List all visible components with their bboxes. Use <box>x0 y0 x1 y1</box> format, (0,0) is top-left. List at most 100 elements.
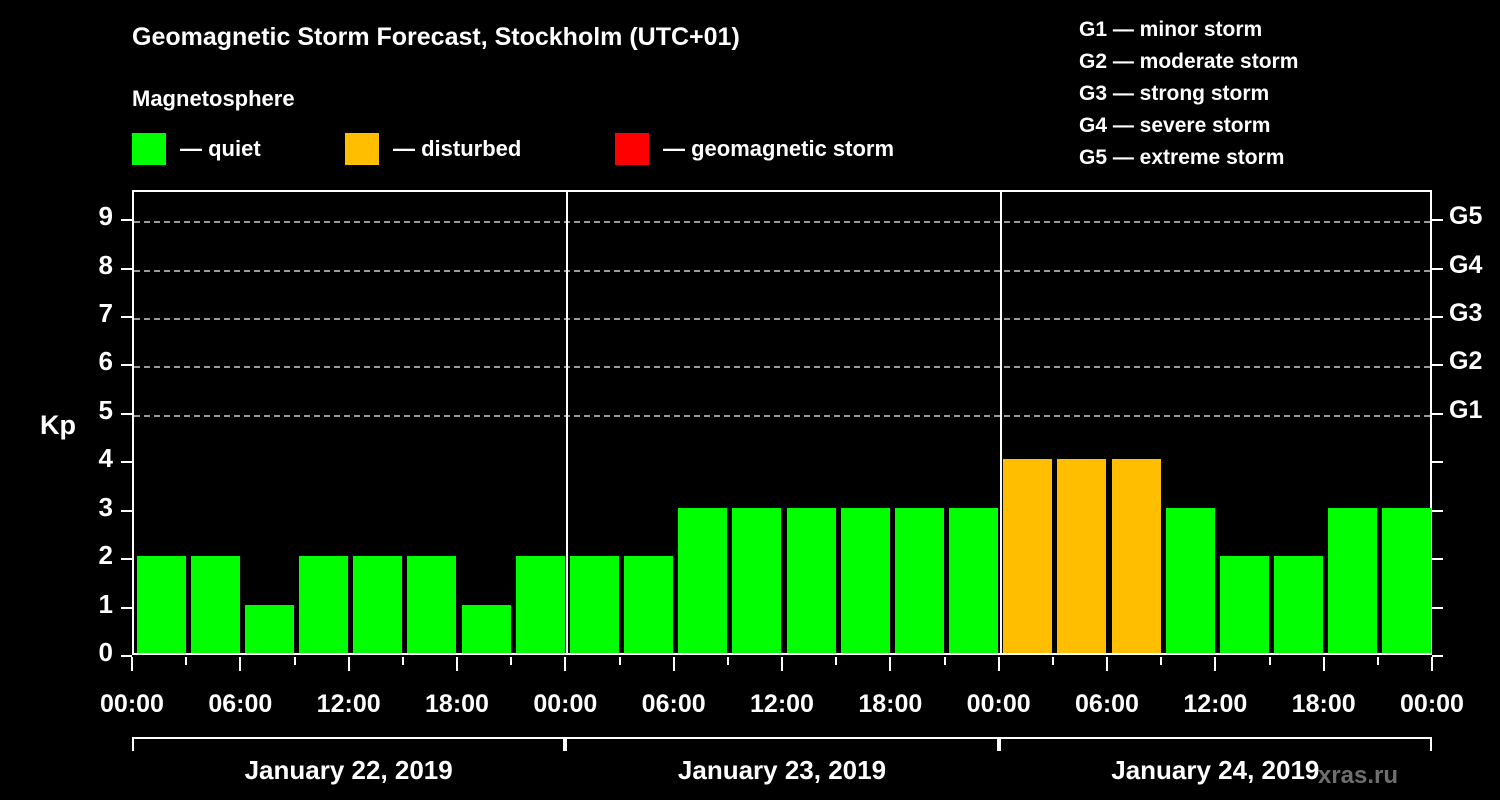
bar <box>732 507 782 653</box>
g-tick-G1 <box>1432 412 1443 415</box>
x-tick-label: 12:00 <box>316 690 381 718</box>
y-tick-1 <box>121 606 132 609</box>
legend-entry-disturbed: — disturbed <box>345 132 521 166</box>
x-tick <box>131 657 133 671</box>
bar <box>407 556 457 653</box>
day-label: January 23, 2019 <box>677 755 887 785</box>
g-tick-G2 <box>1432 364 1443 367</box>
disturbed-swatch-icon <box>345 133 379 165</box>
g-tick-label-G1: G1 <box>1449 395 1483 424</box>
bar <box>244 604 294 653</box>
bar <box>1165 507 1215 653</box>
y-tick-5 <box>121 412 132 415</box>
quiet-swatch-icon <box>132 133 166 165</box>
x-tick-label: 00:00 <box>966 690 1031 718</box>
x-tick <box>672 657 675 671</box>
g-legend-row-g5: G5 — extreme storm <box>1079 146 1285 169</box>
g-tick-label-G4: G4 <box>1449 250 1483 279</box>
bar <box>786 507 836 653</box>
y-tick-label-7: 7 <box>98 297 113 328</box>
day-label: January 22, 2019 <box>244 755 453 785</box>
g-minor-tick-0 <box>1432 655 1443 657</box>
x-tick <box>564 657 567 671</box>
gridline-kp-8 <box>134 269 1430 272</box>
x-tick-label: 00:00 <box>1400 690 1464 718</box>
y-tick-label-1: 1 <box>98 588 113 619</box>
g-minor-tick-4 <box>1432 461 1443 464</box>
x-tick <box>1431 657 1433 671</box>
day-divider <box>999 192 1002 653</box>
g-minor-tick-1 <box>1432 606 1443 609</box>
x-tick <box>1322 657 1325 671</box>
g-tick-G5 <box>1432 219 1443 222</box>
y-tick-6 <box>121 364 132 367</box>
legend-label-quiet: — quiet <box>180 136 261 161</box>
x-minor-tick <box>1376 657 1379 665</box>
bar <box>1328 507 1378 653</box>
day-label: January 24, 2019 <box>1111 755 1320 785</box>
bar <box>894 507 944 653</box>
y-tick-7 <box>121 315 132 318</box>
x-tick <box>239 657 242 671</box>
bar <box>678 507 728 653</box>
bar <box>353 556 403 653</box>
x-tick-label: 18:00 <box>425 690 489 718</box>
x-minor-tick <box>835 657 838 665</box>
bar <box>299 556 349 653</box>
x-tick <box>889 657 892 671</box>
x-tick <box>456 657 458 671</box>
y-tick-label-0: 0 <box>98 637 113 667</box>
y-tick-label-3: 3 <box>98 491 113 522</box>
x-tick <box>1214 657 1217 671</box>
watermark: xras.ru <box>1317 762 1398 789</box>
day-bracket <box>132 737 566 751</box>
x-minor-tick <box>293 657 296 665</box>
gridline-kp-5 <box>134 414 1430 417</box>
legend-label-storm: — geomagnetic storm <box>663 136 895 161</box>
g-legend-row-g2: G2 — moderate storm <box>1079 50 1299 73</box>
x-minor-tick <box>1051 657 1054 665</box>
day-bracket <box>998 737 1432 751</box>
y-tick-label-4: 4 <box>98 443 113 474</box>
plot-area <box>132 190 1432 655</box>
x-tick-label: 06:00 <box>208 690 273 718</box>
gridline-kp-9 <box>134 221 1430 224</box>
y-tick-label-6: 6 <box>98 346 113 377</box>
x-tick-label: 00:00 <box>533 690 598 718</box>
x-tick <box>997 657 1000 671</box>
x-tick-label: 18:00 <box>858 690 923 718</box>
x-tick-label: 12:00 <box>750 690 814 718</box>
y-tick-9 <box>121 219 132 222</box>
x-minor-tick <box>618 657 621 665</box>
day-divider <box>566 192 569 653</box>
g-tick-label-G3: G3 <box>1449 298 1483 327</box>
x-tick-label: 06:00 <box>641 690 706 718</box>
g-tick-G3 <box>1432 315 1443 318</box>
bar <box>624 556 674 653</box>
page-title: Geomagnetic Storm Forecast, Stockholm (U… <box>132 23 740 51</box>
x-tick-label: 00:00 <box>100 690 164 718</box>
y-tick-label-9: 9 <box>98 201 113 232</box>
y-tick-4 <box>121 461 132 464</box>
bar <box>1382 507 1432 653</box>
y-tick-8 <box>121 267 132 270</box>
y-tick-label-5: 5 <box>98 394 113 425</box>
x-tick <box>781 657 783 671</box>
x-minor-tick <box>510 657 513 665</box>
g-legend-row-g4: G4 — severe storm <box>1079 114 1271 137</box>
bar <box>840 507 890 653</box>
legend-entry-storm: — geomagnetic storm <box>615 132 894 166</box>
y-tick-label-2: 2 <box>98 540 113 571</box>
bar <box>949 507 999 653</box>
bar <box>136 556 186 653</box>
x-tick-label: 18:00 <box>1291 690 1356 718</box>
x-minor-tick <box>401 657 404 665</box>
gridline-kp-6 <box>134 366 1430 369</box>
g-tick-label-G5: G5 <box>1449 202 1483 231</box>
y-tick-0 <box>121 655 132 657</box>
y-tick-2 <box>121 558 132 561</box>
bar <box>515 556 565 653</box>
magnetosphere-label: Magnetosphere <box>132 86 295 111</box>
x-minor-tick <box>726 657 729 665</box>
bar <box>1219 556 1269 653</box>
